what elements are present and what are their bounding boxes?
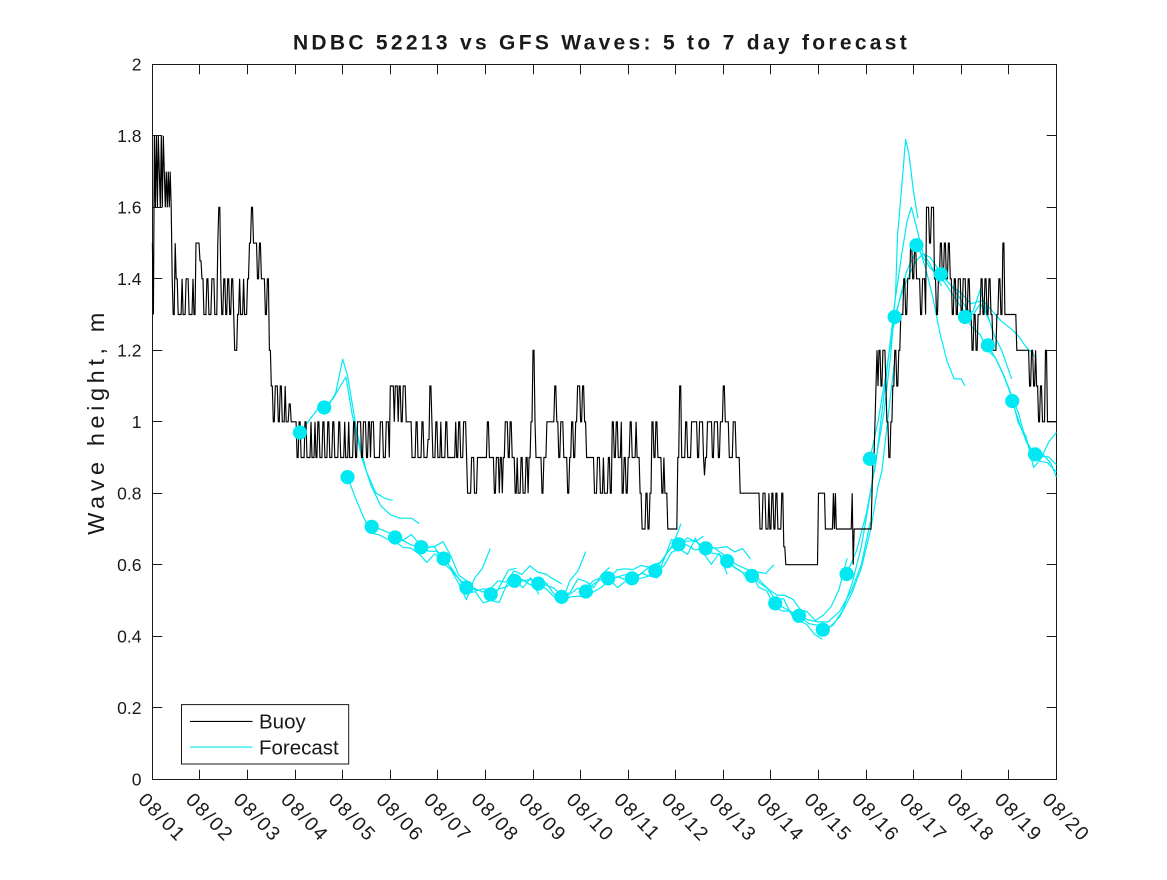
svg-text:Forecast: Forecast (259, 736, 339, 759)
svg-text:0.6: 0.6 (117, 555, 141, 575)
svg-text:1: 1 (132, 412, 142, 432)
svg-text:NDBC 52213 vs GFS Waves: 5 to: NDBC 52213 vs GFS Waves: 5 to 7 day fore… (293, 32, 910, 55)
svg-text:1.2: 1.2 (117, 341, 141, 361)
svg-text:1.6: 1.6 (117, 198, 141, 218)
svg-text:0.4: 0.4 (117, 626, 142, 646)
svg-text:0.8: 0.8 (117, 483, 141, 503)
svg-text:0: 0 (132, 769, 142, 789)
svg-text:0.2: 0.2 (117, 698, 141, 718)
svg-text:Wave height, m: Wave height, m (83, 308, 109, 535)
svg-text:1.4: 1.4 (117, 269, 142, 289)
svg-text:Buoy: Buoy (259, 711, 306, 734)
svg-text:1.8: 1.8 (117, 126, 141, 146)
svg-text:2: 2 (132, 55, 142, 75)
